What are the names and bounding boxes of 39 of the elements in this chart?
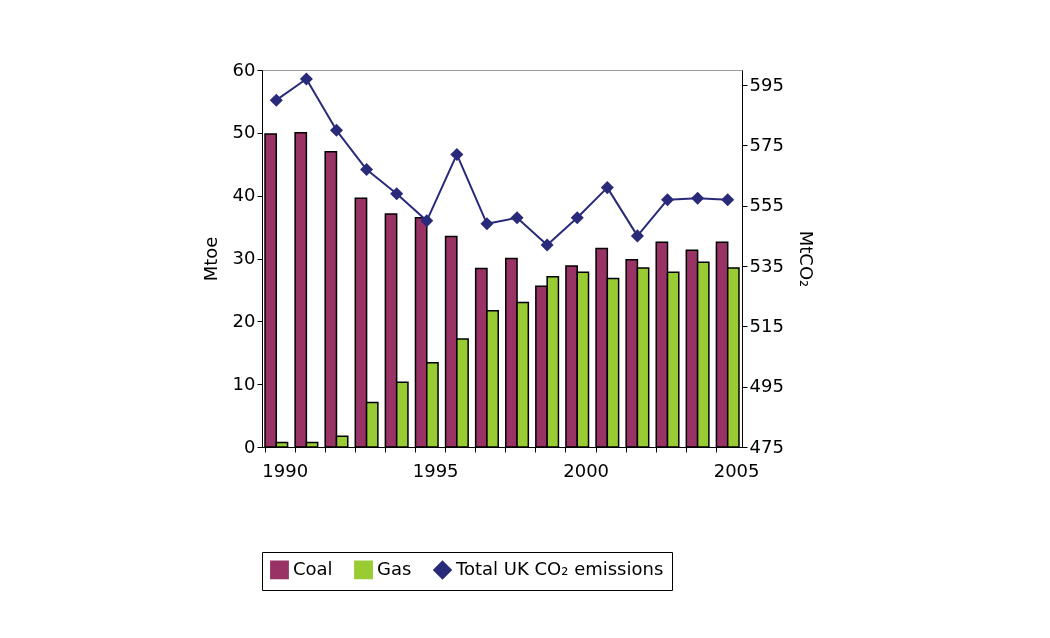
point <box>299 72 313 86</box>
y2-tick-label: 475 <box>749 435 784 457</box>
x-tick-label: 1990 <box>262 459 309 481</box>
legend-label: Gas <box>377 557 412 579</box>
x-tick-label: 2000 <box>563 459 610 481</box>
y-tick-label: 50 <box>232 121 256 143</box>
y2-tick-label: 515 <box>749 314 784 336</box>
point <box>420 214 434 228</box>
x-tick-label: 2005 <box>713 459 760 481</box>
point <box>510 211 524 225</box>
point <box>540 238 554 252</box>
point <box>570 211 584 225</box>
point <box>600 181 614 195</box>
point <box>721 193 735 207</box>
point <box>691 191 705 205</box>
legend-label: Coal <box>293 557 333 579</box>
x-tick-label: 1995 <box>412 459 459 481</box>
y-tick-label: 60 <box>232 58 256 80</box>
point <box>450 147 464 161</box>
point <box>360 163 374 177</box>
y-tick-label: 40 <box>232 184 256 206</box>
point <box>480 217 494 231</box>
y2-tick-label: 575 <box>749 133 784 155</box>
point <box>390 187 404 201</box>
y2-axis-title: MtCO₂ <box>795 230 817 288</box>
y-tick-label: 0 <box>244 435 256 457</box>
y2-tick-label: 595 <box>749 73 784 95</box>
y-tick-label: 20 <box>232 309 256 331</box>
y2-tick-label: 495 <box>749 375 784 397</box>
y2-tick-label: 535 <box>749 254 784 276</box>
y-tick-label: 30 <box>232 247 256 268</box>
point <box>661 193 675 207</box>
y-tick-label: 10 <box>232 372 256 394</box>
y-axis-title: Mtoe <box>199 236 221 282</box>
y2-tick-label: 555 <box>749 194 784 216</box>
legend-label: Total UK CO₂ emissions <box>455 557 664 579</box>
point <box>329 123 343 137</box>
point <box>269 93 283 107</box>
point <box>630 229 644 243</box>
